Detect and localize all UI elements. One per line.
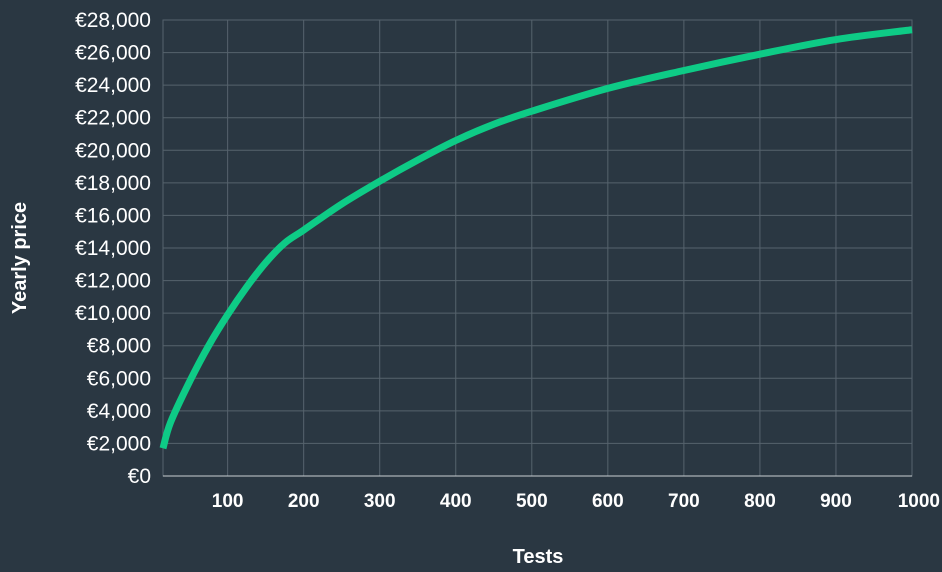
x-tick-label: 1000 (898, 491, 940, 512)
y-axis-ticks: €0 €2,000 €4,000 €6,000 €8,000 €10,000 €12,000… (75, 9, 151, 488)
x-tick-label: 600 (592, 491, 624, 512)
y-tick-label: €24,000 (75, 74, 151, 97)
x-tick-label: 100 (212, 491, 244, 512)
y-tick-label: €4,000 (87, 400, 151, 423)
y-axis-title: Yearly price (9, 202, 31, 314)
y-tick-label: €6,000 (87, 367, 151, 390)
y-tick-label: €14,000 (75, 237, 151, 260)
y-tick-label: €28,000 (75, 9, 151, 32)
grid-lines (162, 19, 913, 477)
x-tick-label: 200 (288, 491, 320, 512)
y-tick-label: €18,000 (75, 172, 151, 195)
y-tick-label: €10,000 (75, 302, 151, 325)
y-tick-label: €20,000 (75, 139, 151, 162)
y-tick-label: €16,000 (75, 204, 151, 227)
x-tick-label: 900 (820, 491, 852, 512)
y-tick-label: €26,000 (75, 42, 151, 65)
y-tick-label: €2,000 (87, 432, 151, 455)
y-tick-label: €0 (128, 465, 151, 488)
y-tick-label: €22,000 (75, 107, 151, 130)
x-axis-title: Tests (513, 546, 564, 568)
x-tick-label: 400 (440, 491, 472, 512)
x-tick-label: 800 (744, 491, 776, 512)
x-tick-label: 300 (364, 491, 396, 512)
series-layer (159, 26, 913, 450)
x-axis-ticks: 100 200 300 400 500 600 700 800 900 1000 (212, 491, 940, 512)
y-tick-label: €8,000 (87, 335, 151, 358)
y-tick-label: €12,000 (75, 270, 151, 293)
x-tick-label: 500 (516, 491, 548, 512)
series-line (159, 26, 913, 450)
x-tick-label: 700 (668, 491, 700, 512)
